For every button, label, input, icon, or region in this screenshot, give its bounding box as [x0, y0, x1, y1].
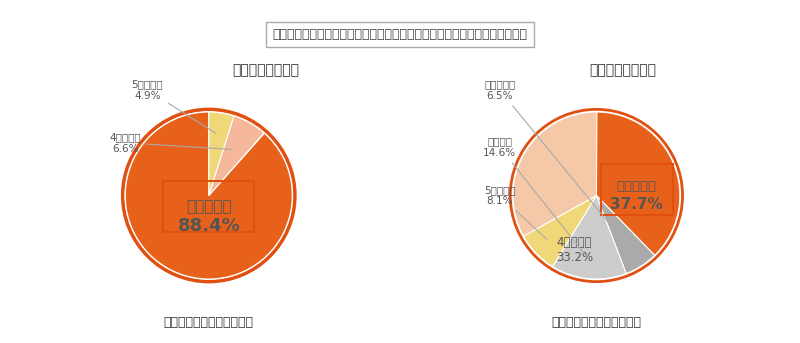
Text: 注文しない
6.5%: 注文しない 6.5%	[484, 79, 630, 249]
Text: ３か月以内の注文は５割減: ３か月以内の注文は５割減	[551, 317, 642, 330]
Wedge shape	[596, 196, 654, 273]
Text: 37.7%: 37.7%	[610, 197, 663, 212]
Text: ウッドショックの影響で工期に遅れが出ていることが明らかになりました。: ウッドショックの影響で工期に遅れが出ていることが明らかになりました。	[273, 28, 527, 41]
Text: 約９割が３か月以内に注文: 約９割が３か月以内に注文	[164, 317, 254, 330]
Text: 4ヶ月以内
33.2%: 4ヶ月以内 33.2%	[556, 236, 593, 264]
Text: 5ヶ月以上
8.1%: 5ヶ月以上 8.1%	[484, 185, 546, 239]
Text: 88.4%: 88.4%	[178, 217, 240, 235]
Text: ウッドショック前: ウッドショック前	[233, 64, 299, 78]
Text: ウッドショック後: ウッドショック後	[590, 64, 656, 78]
Text: ３ヶ月以内: ３ヶ月以内	[617, 180, 657, 193]
Wedge shape	[209, 116, 264, 196]
Text: 期日未定
14.6%: 期日未定 14.6%	[483, 137, 589, 259]
Text: ３ヶ月以内: ３ヶ月以内	[186, 199, 232, 214]
Wedge shape	[523, 196, 596, 267]
Wedge shape	[596, 112, 680, 255]
Text: 4ヶ月以内
6.6%: 4ヶ月以内 6.6%	[110, 132, 232, 154]
Text: 5ヶ月以上
4.9%: 5ヶ月以上 4.9%	[131, 79, 216, 133]
Wedge shape	[209, 112, 234, 196]
Wedge shape	[513, 112, 597, 236]
Wedge shape	[553, 196, 626, 279]
Wedge shape	[126, 112, 292, 279]
